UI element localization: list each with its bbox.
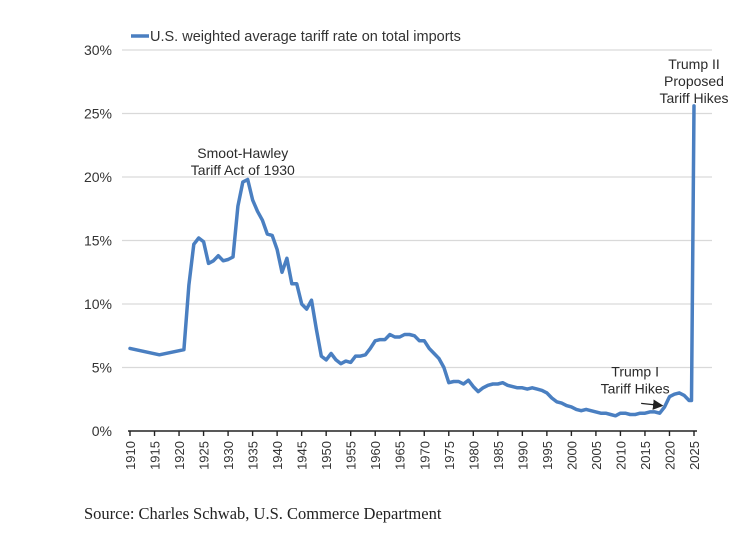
- series-line: [128, 104, 696, 418]
- x-tick-label: 1910: [123, 441, 138, 470]
- annotation-text: Trump I: [611, 363, 659, 379]
- y-tick-label: 0%: [92, 423, 112, 439]
- x-tick-label: 1995: [540, 441, 555, 470]
- x-tick-label: 1935: [246, 441, 261, 470]
- annotation-text: Tariff Hikes: [660, 90, 729, 106]
- x-tick-label: 2020: [662, 441, 677, 470]
- x-tick-label: 1920: [172, 441, 187, 470]
- annotation-text: Trump II: [668, 56, 720, 72]
- annotation-arrow: [641, 399, 664, 410]
- x-tick-label: 1970: [417, 441, 432, 470]
- x-tick-label: 1930: [221, 441, 236, 470]
- x-tick-label: 1940: [270, 441, 285, 470]
- x-tick-label: 2025: [687, 441, 702, 470]
- y-tick-label: 30%: [84, 42, 112, 58]
- x-tick-label: 1960: [368, 441, 383, 470]
- y-tick-label: 15%: [84, 233, 112, 249]
- y-tick-label: 25%: [84, 106, 112, 122]
- x-tick-label: 1945: [295, 441, 310, 470]
- x-tick-label: 2000: [564, 441, 579, 470]
- x-tick-label: 1965: [393, 441, 408, 470]
- x-tick-label: 1955: [344, 441, 359, 470]
- source-note: Source: Charles Schwab, U.S. Commerce De…: [84, 504, 442, 523]
- y-tick-label: 5%: [92, 360, 112, 376]
- x-tick-label: 2010: [613, 441, 628, 470]
- y-tick-label: 10%: [84, 296, 112, 312]
- annotation-text: Tariff Hikes: [601, 380, 670, 396]
- x-tick-label: 1990: [515, 441, 530, 470]
- annotation-text: Proposed: [664, 73, 724, 89]
- x-tick-label: 2005: [589, 441, 604, 470]
- annotation-text: Tariff Act of 1930: [191, 162, 295, 178]
- tariff-line-chart: 0% 5% 10% 15% 20% 25% 30% 1910 1915 1920 1925 1930…: [84, 29, 729, 470]
- x-tick-label: 1975: [442, 441, 457, 470]
- x-axis: 1910 1915 1920 1925 1930 1935 1940 1945 1950 1955…: [123, 430, 702, 470]
- gridlines: [122, 49, 712, 369]
- legend-label: U.S. weighted average tariff rate on tot…: [150, 29, 461, 45]
- x-tick-label: 1915: [148, 441, 163, 470]
- x-tick-label: 1950: [319, 441, 334, 470]
- x-tick-label: 1985: [491, 441, 506, 470]
- series-layer: [128, 104, 696, 418]
- x-tick-label: 1925: [197, 441, 212, 470]
- y-tick-label: 20%: [84, 169, 112, 185]
- annotation-text: Smoot-Hawley: [197, 145, 288, 161]
- x-tick-label: 2015: [638, 441, 653, 470]
- legend: U.S. weighted average tariff rate on tot…: [131, 29, 461, 45]
- y-axis-ticks: 0% 5% 10% 15% 20% 25% 30%: [84, 42, 112, 439]
- x-tick-label: 1980: [466, 441, 481, 470]
